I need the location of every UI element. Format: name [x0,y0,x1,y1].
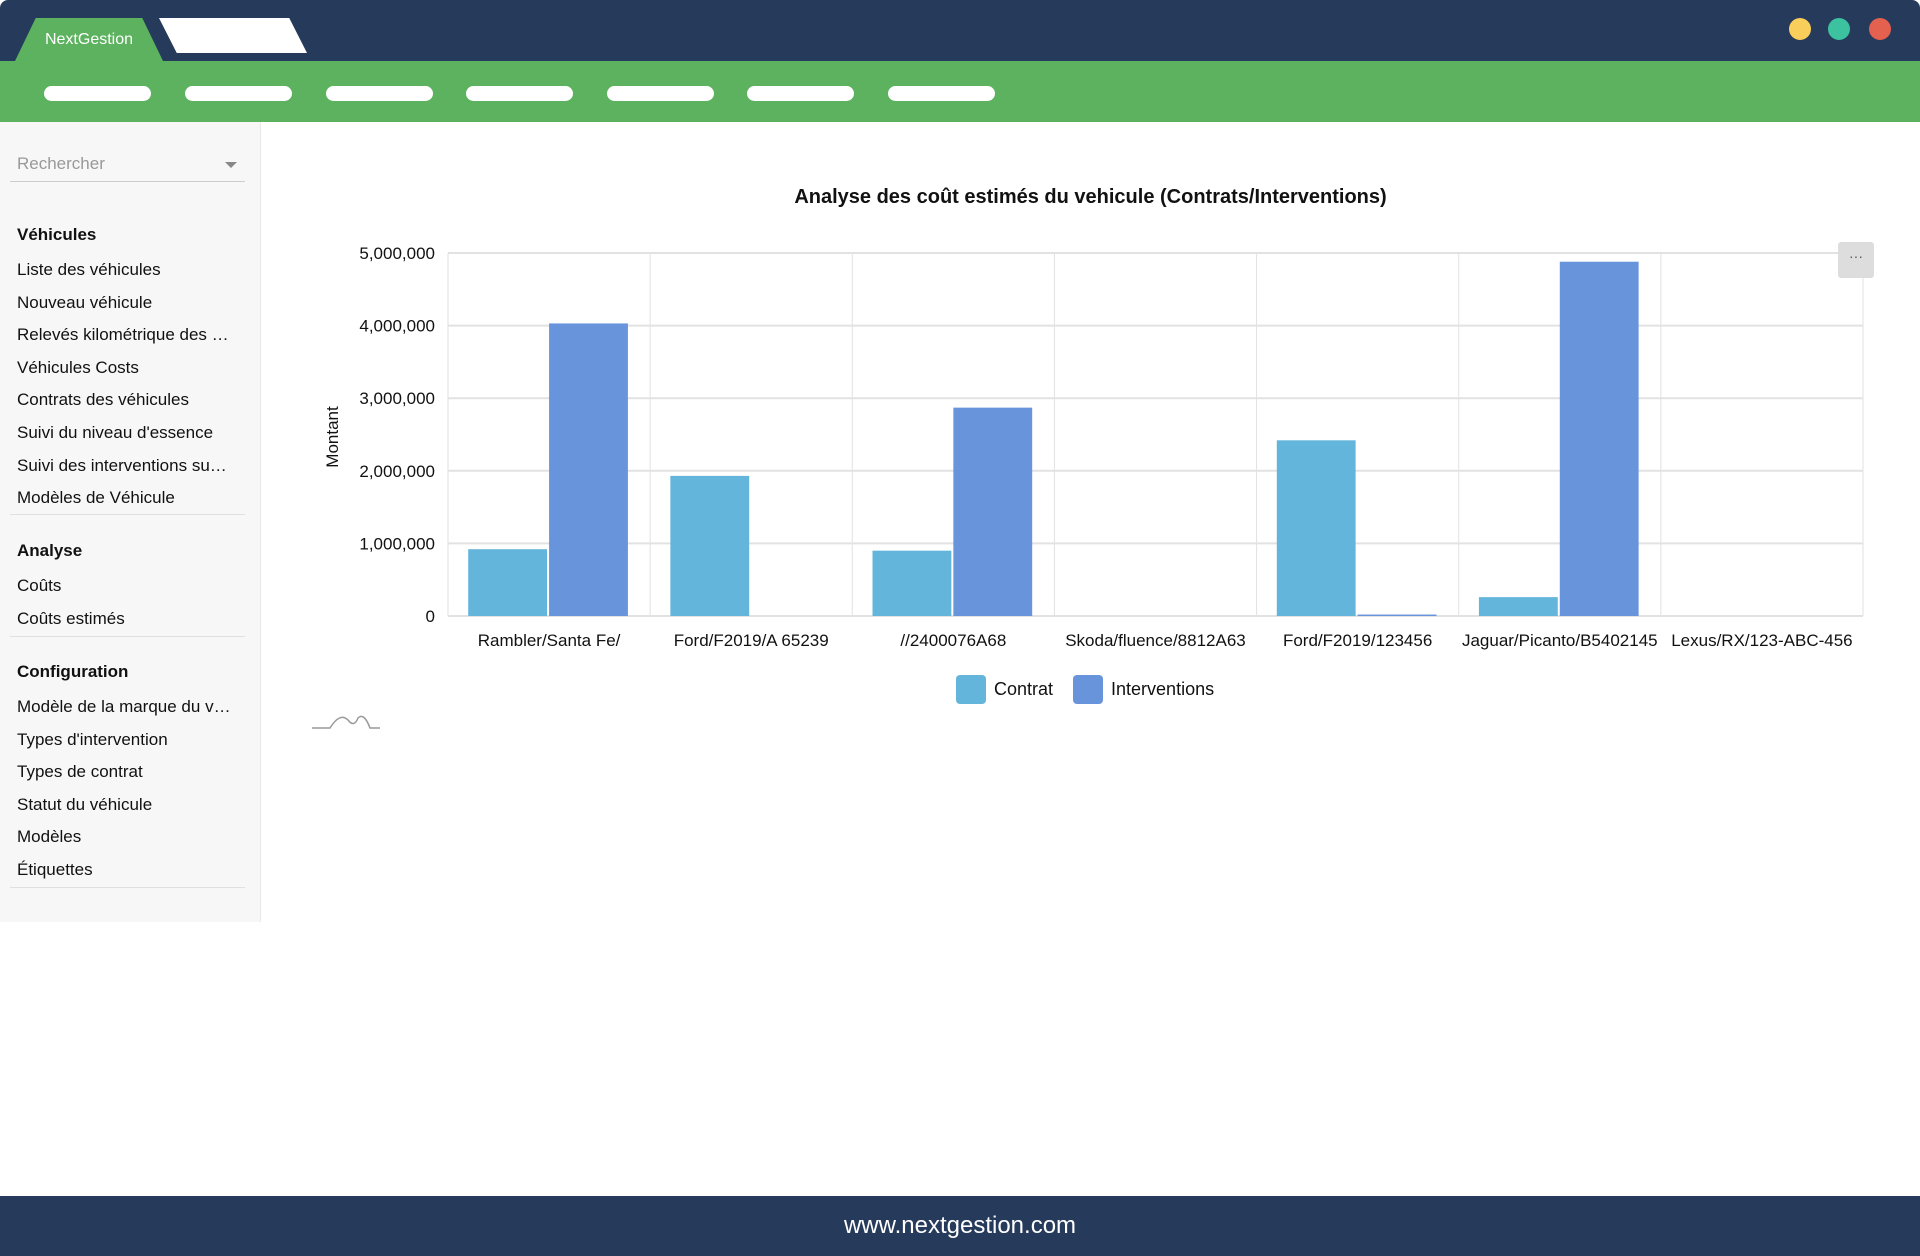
bar-contrat [670,475,750,616]
bar-contrat [468,549,548,616]
y-tick-label: 0 [426,607,435,626]
sidebar-item[interactable]: Étiquettes [17,860,93,879]
chart-menu-button[interactable]: ··· [1838,242,1874,278]
bar-interventions [549,323,628,616]
sidebar-divider [10,514,245,515]
chart-title: Analyse des coût estimés du vehicule (Co… [794,186,1387,208]
x-tick-label: //2400076A68 [900,631,1006,650]
x-tick-label: Lexus/RX/123-ABC-456 [1671,631,1852,650]
x-tick-label: Ford/F2019/123456 [1283,631,1432,650]
y-tick-label: 4,000,000 [359,317,435,336]
bar-contrat [1478,597,1558,616]
chevron-down-icon[interactable] [225,162,237,168]
sidebar-section-title: Véhicules [17,225,97,244]
sidebar-item[interactable]: Types de contrat [17,762,143,782]
sidebar-item[interactable]: Suivi du niveau d'essence [17,423,214,442]
nav-item[interactable] [326,86,433,101]
sidebar-item[interactable]: Contrats des véhicules [17,390,189,410]
y-tick-label: 1,000,000 [359,534,435,553]
sidebar-divider [10,636,245,637]
y-axis-label: Montant [323,406,342,468]
search-input[interactable]: Rechercher [10,152,245,182]
x-tick-label: Jaguar/Picanto/B5402145 [1462,631,1658,650]
legend-swatch-interventions[interactable] [1073,675,1104,704]
maximize-dot[interactable] [1828,18,1850,40]
x-tick-label: Ford/F2019/A 65239 [674,631,829,650]
bar-interventions [1357,614,1437,616]
tab-nextgestion[interactable]: NextGestion [15,18,163,61]
legend-label-interventions[interactable]: Interventions [1111,679,1215,699]
title-bar: NextGestion [0,0,1920,61]
close-dot[interactable] [1869,18,1891,40]
search-placeholder: Rechercher [17,154,105,173]
nav-item[interactable] [888,86,995,101]
sidebar-item[interactable]: Modèle de la marque du v… [17,697,231,716]
x-tick-label: Skoda/fluence/8812A63 [1065,631,1246,650]
sidebar-item[interactable]: Liste des véhicules [17,260,161,279]
sidebar-divider [10,887,245,888]
bar-chart: 0 1,000,000 2,000,000 3,000,000 4,000,000 5,0… [312,244,1864,729]
nav-item[interactable] [747,86,854,101]
bar-contrat [1276,440,1356,616]
sidebar: Rechercher Véhicules Liste des véhicules N… [0,122,261,922]
tab-blank[interactable] [159,18,307,53]
sidebar-item[interactable]: Types d'intervention [17,729,168,749]
footer-url[interactable]: www.nextgestion.com [843,1212,1077,1239]
y-tick-label: 5,000,000 [359,244,435,263]
footer: www.nextgestion.com [0,1196,1920,1256]
nav-item[interactable] [44,86,151,101]
legend-swatch-contrat[interactable] [956,675,986,704]
bar-interventions [1559,261,1639,616]
sidebar-section-title: Configuration [17,662,129,681]
sidebar-item[interactable]: Suivi des interventions su… [17,455,227,475]
chart-legend: Contrat Interventions [956,675,1214,704]
sidebar-item[interactable]: Coûts estimés [17,608,125,628]
nav-item[interactable] [185,86,292,101]
nav-item[interactable] [466,86,573,101]
chart-logo-icon [312,715,380,729]
bar-interventions [953,407,1033,616]
sidebar-item[interactable]: Véhicules Costs [17,357,139,377]
bar-contrat [872,550,952,616]
sidebar-item[interactable]: Relevés kilométrique des … [17,325,229,345]
y-tick-label: 3,000,000 [359,389,435,408]
sidebar-item[interactable]: Coûts [17,576,62,595]
sidebar-item[interactable]: Modèles [17,827,82,847]
x-tick-label: Rambler/Santa Fe/ [478,631,621,650]
nav-item[interactable] [607,86,714,101]
legend-label-contrat[interactable]: Contrat [994,679,1054,699]
sidebar-item[interactable]: Nouveau véhicule [17,292,153,312]
y-tick-label: 2,000,000 [359,462,435,481]
minimize-dot[interactable] [1789,18,1811,40]
sidebar-item[interactable]: Statut du véhicule [17,794,153,814]
sidebar-section-title: Analyse [17,541,83,560]
nav-bar [0,61,1920,122]
sidebar-item[interactable]: Modèles de Véhicule [17,488,175,508]
